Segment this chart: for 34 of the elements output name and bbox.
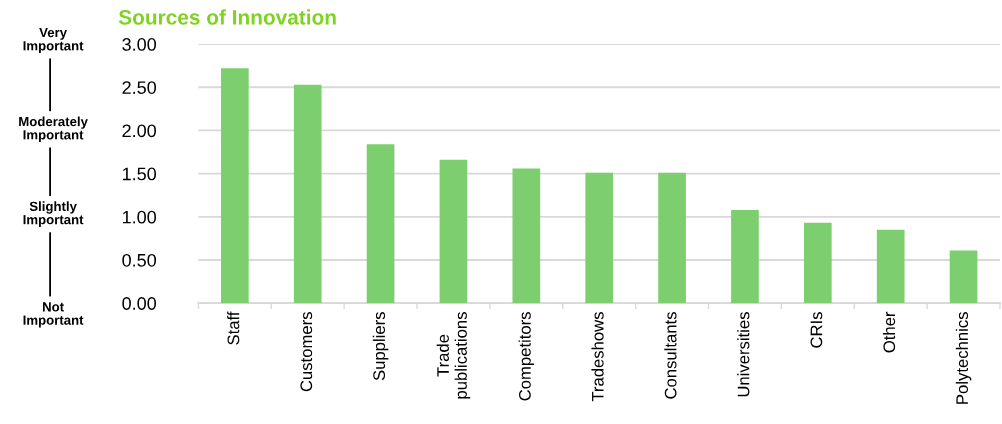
y-tick-label: 3.00: [122, 38, 157, 51]
bar: [949, 250, 978, 304]
x-tick-label: Polytechnics: [955, 312, 972, 404]
x-tick-label: Competitors: [518, 312, 535, 401]
bar: [220, 68, 249, 304]
x-tick-label: CRIs: [810, 312, 823, 348]
x-tick-label: Staff: [227, 311, 240, 345]
bar: [585, 172, 614, 304]
bar: [512, 168, 541, 304]
bar: [366, 144, 395, 304]
y-tick-label: 2.00: [122, 124, 157, 138]
bar: [803, 222, 832, 304]
bar: [876, 229, 905, 304]
text: Very Important: [23, 27, 84, 54]
text: Not Important: [23, 302, 84, 328]
x-tick-label: Universities: [737, 312, 750, 397]
text: Slightly Important: [23, 201, 84, 227]
bar: [731, 209, 759, 304]
y-tick-label: 1.50: [122, 167, 157, 181]
x-tick-label: Customers: [300, 312, 313, 392]
x-tick-label: Other: [882, 311, 896, 353]
y-tick-label: 2.50: [122, 81, 157, 94]
y-tick-label: 0.00: [122, 297, 157, 310]
x-tick-label: Consultants: [664, 312, 677, 399]
x-tick-label: Tradeshows: [591, 312, 604, 402]
y-tick-label: 1.00: [122, 210, 157, 224]
bar: [439, 159, 468, 304]
y-tick-label: 0.50: [122, 253, 157, 267]
chart-title: Sources of Innovation: [118, 9, 336, 25]
bar: [658, 172, 686, 304]
x-tick-label: Trade publications: [436, 312, 471, 399]
x-tick-label: Suppliers: [372, 312, 389, 381]
bar: [293, 84, 322, 304]
text: Moderately Important: [19, 116, 88, 143]
